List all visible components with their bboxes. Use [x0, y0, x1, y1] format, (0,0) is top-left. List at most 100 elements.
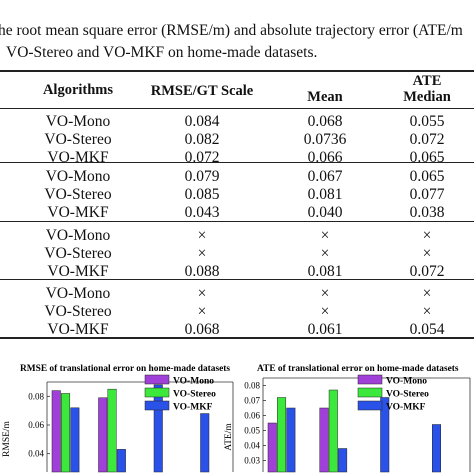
y-axis-label: ATE/m [224, 423, 234, 451]
bar [116, 449, 126, 473]
table-cell: × [197, 303, 207, 320]
algorithm-name: VO-Mono [45, 113, 111, 130]
legend-swatch [357, 400, 383, 411]
table-cell: 0.067 [307, 168, 343, 185]
bar [286, 407, 296, 473]
table-cell: 0.082 [184, 131, 220, 148]
bar [338, 448, 348, 473]
caption-line-1: he root mean square error (RMSE/m) and a… [0, 22, 463, 39]
y-tick-label: 0.07 [244, 396, 260, 406]
table-cell: × [422, 245, 432, 262]
legend-label: VO-MKF [173, 403, 213, 413]
rmse-chart-svg: RMSE of translational error on home-made… [2, 364, 234, 473]
y-tick-label: 0.05 [244, 426, 260, 436]
algorithm-name: VO-Stereo [44, 245, 112, 262]
bar [267, 422, 277, 473]
algorithm-name: VO-Stereo [44, 186, 112, 203]
bar [380, 397, 390, 473]
table-cell: 0.084 [184, 113, 220, 130]
table-cell: × [422, 303, 432, 320]
table-cell: 0.038 [409, 204, 445, 221]
y-tick-label: 0.03 [244, 456, 260, 466]
ate-chart-svg: ATE of translational error on home-made … [224, 364, 471, 473]
algorithm-name: VO-Mono [45, 168, 111, 185]
algorithm-name: VO-Stereo [44, 131, 112, 148]
chart-title: RMSE of translational error on home-made… [20, 364, 230, 374]
algorithm-name: VO-MKF [47, 321, 109, 338]
table-cell: × [320, 245, 330, 262]
bar [432, 424, 441, 473]
table-cell: × [422, 285, 432, 302]
table-cell: 0.079 [184, 168, 220, 185]
legend-swatch [357, 387, 383, 398]
bar [61, 393, 71, 473]
legend-swatch [144, 387, 170, 398]
ate-chart: ATE of translational error on home-made … [224, 360, 474, 474]
y-tick-label: 0.08 [244, 381, 260, 391]
bar [70, 407, 80, 473]
algorithm-name: VO-Mono [45, 285, 111, 302]
table-cell: 0.065 [409, 149, 445, 166]
y-tick-label: 0.06 [28, 420, 44, 430]
table-cell: × [320, 227, 330, 244]
table-cell: 0.072 [184, 149, 220, 166]
table-cell: 0.088 [184, 263, 220, 280]
y-tick-label: 0.06 [244, 411, 260, 421]
legend-label: VO-Mono [173, 377, 214, 387]
header-algorithms: Algorithms [42, 82, 114, 98]
table-top-rule [0, 70, 474, 72]
y-tick-label: 0.08 [28, 391, 44, 401]
group-separator [0, 162, 474, 163]
table-cell: 0.072 [409, 263, 445, 280]
legend-label: VO-Mono [386, 377, 427, 387]
table-cell: × [320, 285, 330, 302]
bar [98, 397, 108, 473]
legend-label: VO-Stereo [386, 390, 429, 400]
table-cell: 0.081 [307, 263, 343, 280]
bar [107, 388, 117, 473]
bar [153, 384, 163, 473]
chart-title: ATE of translational error on home-made … [257, 364, 459, 374]
table-cell: 0.072 [409, 131, 445, 148]
y-tick-label: 0.04 [28, 449, 44, 459]
bar [200, 413, 210, 473]
table-cell: 0.068 [307, 113, 343, 130]
table-cell: 0.065 [409, 168, 445, 185]
algorithm-name: VO-MKF [47, 149, 109, 166]
header-median: Median [403, 89, 451, 105]
table-cell: 0.040 [307, 204, 343, 221]
bar [319, 407, 329, 473]
header-rmse-gt-scale: RMSE/GT Scale [150, 83, 254, 99]
table-cell: 0.085 [184, 186, 220, 203]
bar [277, 397, 287, 473]
table-cell: 0.054 [409, 321, 445, 338]
table-cell: 0.055 [409, 113, 445, 130]
caption-line-2: VO-Stereo and VO-MKF on home-made datase… [6, 44, 318, 61]
table-cell: 0.061 [307, 321, 343, 338]
bar [328, 389, 338, 473]
legend-swatch [144, 374, 170, 385]
y-axis-label: RMSE/m [2, 420, 12, 457]
legend-swatch [144, 400, 170, 411]
group-separator [0, 279, 474, 280]
rmse-chart: RMSE of translational error on home-made… [0, 360, 237, 474]
algorithm-name: VO-MKF [47, 263, 109, 280]
table-cell: × [422, 227, 432, 244]
legend-swatch [357, 374, 383, 385]
table-cell: 0.043 [184, 204, 220, 221]
header-mean: Mean [307, 89, 343, 105]
legend-label: VO-Stereo [173, 390, 216, 400]
algorithm-name: VO-Mono [45, 227, 111, 244]
header-ate: ATE [412, 73, 442, 89]
table-cell: 0.0736 [303, 131, 347, 148]
table-cell: 0.066 [307, 149, 343, 166]
bar [51, 390, 61, 473]
table-cell: × [197, 245, 207, 262]
algorithm-name: VO-Stereo [44, 303, 112, 320]
table-cell: 0.077 [409, 186, 445, 203]
table-cell: 0.081 [307, 186, 343, 203]
table-cell: × [197, 227, 207, 244]
header-rule [0, 108, 474, 109]
y-tick-label: 0.04 [244, 441, 260, 451]
table-cell: 0.068 [184, 321, 220, 338]
